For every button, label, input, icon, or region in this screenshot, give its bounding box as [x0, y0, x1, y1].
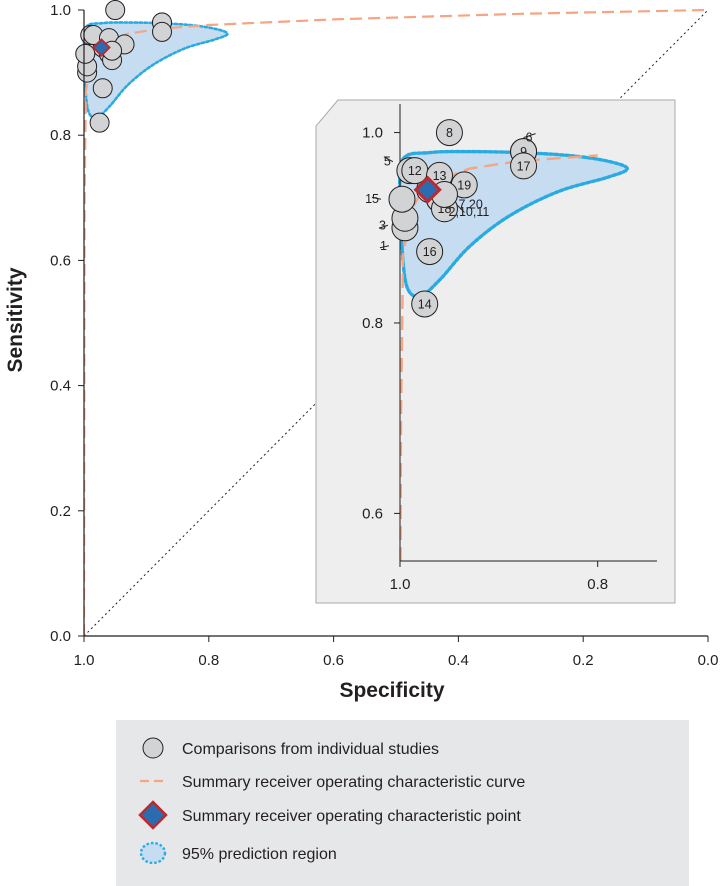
inset-y-tick-label: 1.0 — [362, 125, 383, 142]
inset-callout-label: 7,20 — [458, 197, 482, 211]
y-tick-label: 0.2 — [50, 503, 71, 520]
callout-leader — [371, 196, 382, 200]
inset-x-axis-ticks: 1.0 0.8 — [390, 561, 608, 593]
summary-point — [92, 38, 111, 57]
study-point — [105, 0, 126, 20]
inset-y-axis-ticks: 0.6 0.8 1.0 — [362, 125, 400, 522]
x-axis-label: Specificity — [339, 679, 444, 702]
inset-study-label: 17 — [517, 159, 531, 173]
inset-callout-label: 6 — [526, 131, 533, 145]
inset-study-point — [510, 152, 538, 180]
callout-leader — [383, 156, 394, 163]
legend-label-summary: Summary receiver operating characteristi… — [182, 808, 521, 825]
inset-study-point — [388, 185, 416, 213]
legend-item-region: 95% prediction region — [139, 841, 337, 865]
inset-callout-label: 5 — [384, 155, 391, 169]
main-summary-layer — [92, 38, 111, 57]
inset-callout-labels: 5 153 1 6 7,202,10,11 — [365, 131, 532, 253]
inset-study-point — [435, 119, 463, 147]
legend: Comparisons from individual studies Summ… — [116, 720, 689, 886]
y-tick-label: 0.4 — [50, 378, 71, 395]
x-tick-label: 0.4 — [448, 652, 469, 669]
legend-label-region: 95% prediction region — [182, 846, 337, 863]
y-tick-label: 0.6 — [50, 252, 71, 269]
inset-callout-label: 1 — [380, 239, 387, 253]
x-tick-label: 0.8 — [198, 652, 219, 669]
inset-study-label: 16 — [423, 245, 437, 259]
y-tick-label: 0.8 — [50, 127, 71, 144]
callout-leader — [379, 245, 390, 249]
inset-callout-label: 2,10,11 — [449, 205, 490, 219]
inset-study-point — [411, 290, 439, 318]
legend-label-studies: Comparisons from individual studies — [182, 741, 439, 758]
main-plot: 1.0 0.8 0.6 0.4 0.2 0.0 0.0 0.2 0.4 0.6 0.8 1.0 Sp… — [4, 0, 719, 702]
inset-x-tick-label: 1.0 — [390, 576, 411, 593]
x-tick-label: 0.0 — [698, 652, 719, 669]
study-point — [75, 43, 96, 64]
x-tick-label: 1.0 — [74, 652, 95, 669]
inset-callout-label: 3 — [379, 218, 386, 232]
x-axis-ticks: 1.0 0.8 0.6 0.4 0.2 0.0 — [74, 636, 719, 669]
inset-study-label: 13 — [433, 169, 447, 183]
callout-leader — [523, 133, 536, 139]
inset-study-label: 8 — [446, 126, 453, 140]
legend-item-summary: Summary receiver operating characteristi… — [138, 800, 521, 830]
y-tick-label: 1.0 — [50, 2, 71, 19]
inset-summary-point — [413, 175, 442, 204]
study-point — [89, 112, 110, 133]
study-point — [152, 21, 172, 42]
y-axis-label: Sensitivity — [4, 267, 27, 372]
inset-study-label: 14 — [418, 297, 432, 311]
y-tick-label: 0.0 — [50, 628, 71, 645]
legend-circle-icon — [142, 737, 164, 759]
inset-summary-layer — [413, 175, 442, 204]
inset-study-label: 19 — [457, 178, 471, 192]
inset-study-label: 9 — [520, 145, 527, 159]
legend-diamond-icon — [138, 800, 168, 830]
legend-region-icon — [139, 841, 167, 865]
x-tick-label: 0.2 — [573, 652, 594, 669]
study-point — [92, 78, 113, 99]
inset-y-tick-label: 0.8 — [362, 315, 383, 332]
callout-leader — [456, 204, 465, 213]
x-tick-label: 0.6 — [323, 652, 344, 669]
legend-item-studies: Comparisons from individual studies — [142, 737, 439, 759]
inset-study-label: 12 — [408, 164, 422, 178]
callout-leader — [378, 224, 389, 229]
inset-callout-label: 15 — [365, 192, 379, 206]
legend-item-curve: Summary receiver operating characteristi… — [140, 774, 525, 791]
legend-label-curve: Summary receiver operating characteristi… — [182, 774, 525, 791]
legend-background — [116, 720, 689, 886]
inset-study-point — [416, 238, 444, 266]
y-axis-ticks: 0.0 0.2 0.4 0.6 0.8 1.0 — [50, 2, 84, 645]
inset-zoom-panel: 1.00.8 0.60.81.0 48912131416171819 51531… — [315, 99, 676, 604]
inset-y-tick-label: 0.6 — [362, 505, 383, 522]
inset-x-tick-label: 0.8 — [587, 576, 608, 593]
